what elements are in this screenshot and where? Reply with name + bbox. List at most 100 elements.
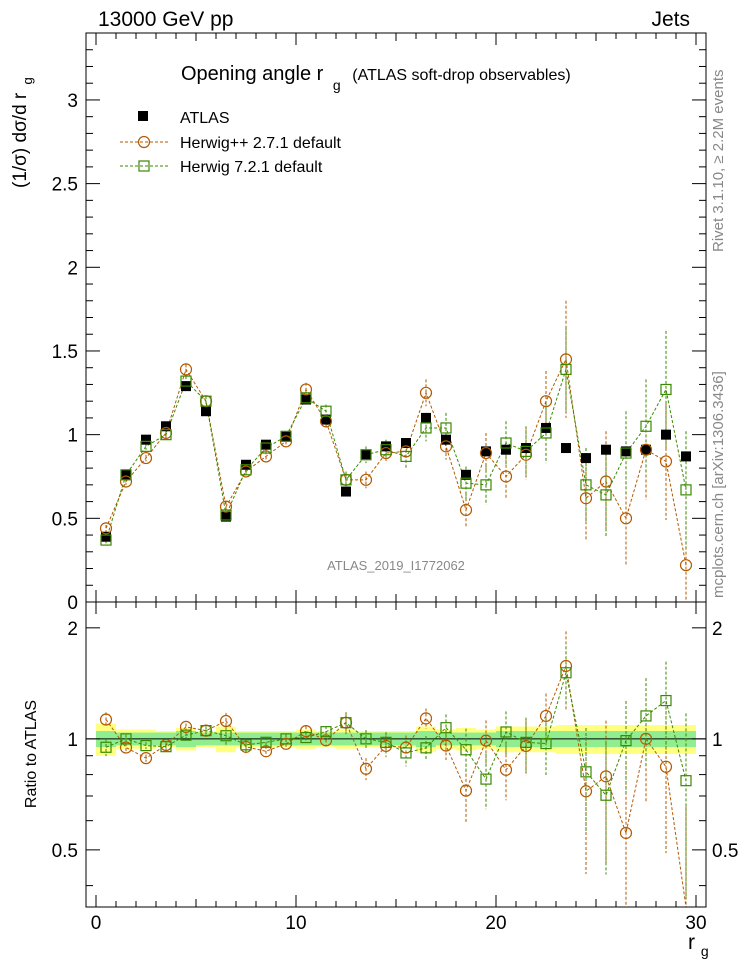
ratio-herwig7-point	[420, 742, 432, 754]
ratio-herwigpp-point	[439, 739, 453, 752]
ratio-herwig7-point	[620, 735, 632, 747]
legend-atlas-label: ATLAS	[180, 110, 230, 127]
ratio-herwigpp-point	[139, 752, 153, 765]
analysis-watermark: ATLAS_2019_I1772062	[327, 558, 465, 573]
main-herwig7-point	[220, 509, 232, 521]
ratio-herwig7-point	[180, 729, 192, 741]
ratio-herwig7-point	[200, 725, 212, 737]
y-tick-label: 2	[67, 258, 78, 279]
main-herwig7-point	[100, 534, 112, 546]
main-herwig7-point	[240, 464, 252, 476]
chart-title-main: Opening angle r	[181, 63, 324, 85]
main-herwig7-point	[180, 375, 192, 387]
main-herwigpp-point	[499, 470, 513, 483]
main-herwig7-point	[440, 422, 452, 434]
ratio-herwigpp-point	[119, 741, 133, 754]
ratio-herwigpp-point	[659, 760, 673, 773]
ratio-herwig7-point	[400, 747, 412, 759]
main-herwig7-point	[160, 429, 172, 441]
ratio-herwig7-point	[460, 744, 472, 756]
main-atlas-point	[421, 412, 431, 423]
x-tick-label: 10	[285, 913, 306, 934]
main-herwig7-point	[480, 479, 492, 491]
ratio-herwigpp-point	[259, 745, 273, 758]
ratio-y-tick-label: 0.5	[52, 841, 78, 862]
main-atlas-point	[221, 511, 231, 522]
main-herwigpp-point	[299, 383, 313, 396]
main-herwigpp-point	[419, 386, 433, 399]
ratio-herwig7-point	[280, 733, 292, 745]
main-herwigpp-point	[479, 446, 493, 460]
main-herwigpp-point	[439, 440, 453, 453]
header-left: 13000 GeV pp	[98, 8, 233, 31]
main-herwig7-point	[320, 405, 332, 417]
main-panel: 0 0.5 1 1.5 2 2.5 3 Opening angle r g (ATLAS s…	[52, 32, 707, 614]
ratio-herwig7-point	[140, 739, 152, 752]
main-herwig7-point	[280, 430, 292, 442]
main-herwig7-point	[340, 474, 352, 486]
ratio-herwigpp-point	[539, 709, 553, 723]
x-axis-label-sub: g	[701, 943, 709, 959]
ratio-herwigpp-point	[219, 714, 233, 728]
y-axis-label-sub: g	[20, 77, 35, 84]
y-tick-label: 0	[67, 593, 78, 614]
main-herwigpp-point	[259, 450, 273, 463]
header-right: Jets	[651, 8, 690, 31]
main-herwig7-point	[140, 440, 152, 452]
ratio-herwig7-point	[660, 694, 672, 707]
ratio-herwig7-point	[560, 667, 572, 679]
ratio-herwig7-point	[580, 766, 592, 778]
ratio-herwig7-point	[320, 726, 332, 738]
legend: ATLAS Herwig++ 2.7.1 default Herwig 7.2.…	[120, 110, 342, 176]
legend-herwigpp-label: Herwig++ 2.7.1 default	[180, 135, 342, 152]
main-herwigpp-point	[119, 475, 133, 488]
main-atlas-point	[621, 446, 631, 457]
ratio-herwigpp-point	[499, 763, 513, 776]
main-atlas-point	[461, 469, 471, 480]
main-atlas-point	[101, 531, 111, 542]
main-herwigpp-point	[599, 475, 613, 488]
ratio-panel: 0.5 0.5 1 1 2 2	[52, 601, 738, 908]
ratio-herwigpp-point	[579, 785, 593, 798]
main-atlas-point	[561, 443, 571, 454]
ratio-y-tick-label: 2	[67, 619, 78, 640]
ratio-herwig7-point	[240, 739, 252, 751]
ratio-herwigpp-point	[459, 784, 473, 797]
main-atlas-point	[521, 443, 531, 454]
main-herwig7-point	[620, 447, 632, 459]
main-herwigpp-point	[679, 559, 693, 572]
chart-title-sub: g	[333, 77, 341, 93]
main-herwigpp-point	[539, 395, 553, 408]
legend-herwigpp-marker	[137, 135, 151, 149]
main-herwigpp-point	[579, 492, 593, 505]
x-axis-label-main: r	[688, 931, 695, 954]
main-herwig7-point	[500, 437, 512, 449]
ratio-herwigpp-point	[559, 659, 573, 673]
main-atlas-point	[321, 414, 331, 425]
ratio-herwig7-point	[380, 736, 392, 748]
ratio-herwig7-point	[360, 733, 372, 745]
main-herwig7-point	[400, 450, 412, 463]
ratio-herwig7-point	[500, 726, 512, 738]
ratio-y-tick-label-right: 2	[712, 619, 723, 640]
main-atlas-point	[361, 449, 371, 460]
y-axis-label-main: (1/σ) dσ/d r	[10, 92, 31, 188]
ratio-frame	[85, 601, 707, 908]
x-axis-label: r g	[688, 931, 709, 959]
ratio-herwig7-point	[520, 736, 532, 748]
ratio-herwigpp-point	[619, 826, 633, 840]
ratio-herwig7-point	[480, 773, 492, 785]
main-series-line	[105, 369, 687, 541]
y-tick-label: 3	[67, 91, 78, 112]
main-atlas-point	[341, 486, 351, 497]
main-herwigpp-point	[459, 503, 473, 517]
main-herwig7-point	[200, 395, 212, 407]
ratio-herwigpp-point	[479, 734, 493, 747]
ratio-series-line	[105, 672, 687, 797]
chart-title-suffix: (ATLAS soft-drop observables)	[352, 67, 570, 84]
main-herwigpp-point	[99, 522, 113, 535]
legend-herwig7-label: Herwig 7.2.1 default	[180, 159, 323, 176]
ratio-y-tick-label-right: 1	[712, 730, 723, 751]
chart-title: Opening angle r g (ATLAS soft-drop obser…	[181, 63, 571, 95]
main-herwigpp-point	[179, 363, 193, 376]
